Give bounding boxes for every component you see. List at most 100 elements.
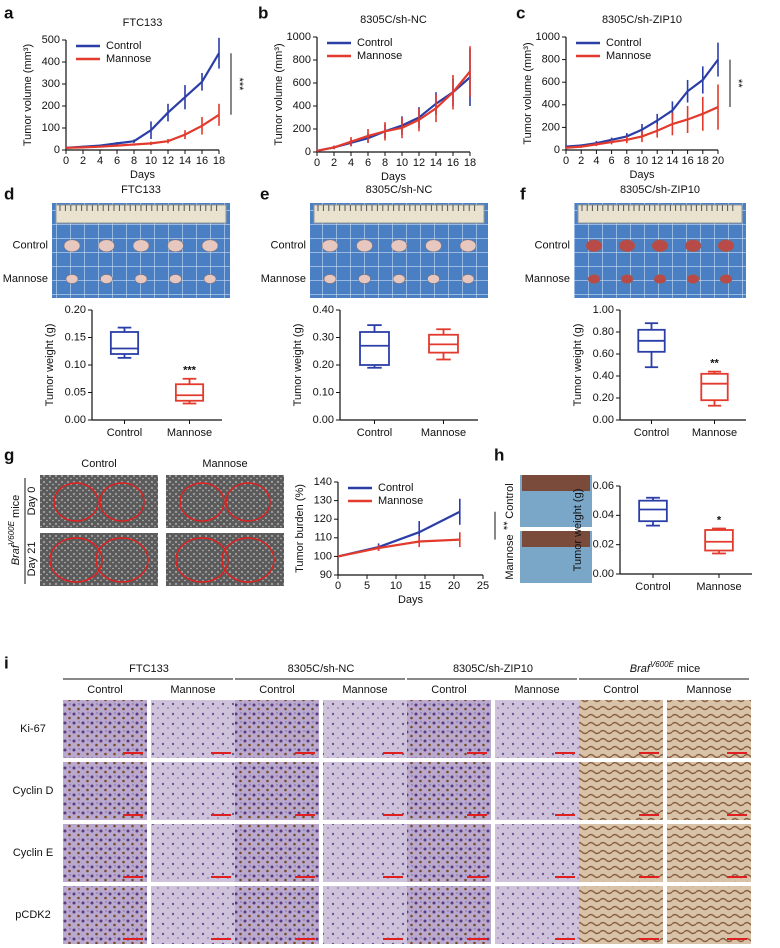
column-label: Control <box>259 684 294 696</box>
x-tick-label: 16 <box>447 157 459 169</box>
ihc-image <box>667 824 751 882</box>
y-tick-label: 0.40 <box>313 304 334 316</box>
series-line <box>337 510 461 558</box>
legend-label: Control <box>606 37 641 49</box>
ultrasound-image <box>40 475 158 528</box>
tumor-outline <box>221 537 275 583</box>
x-tick-label: 15 <box>419 580 431 592</box>
group-title: FTC133 <box>129 663 169 675</box>
x-tick-label: 6 <box>609 155 615 167</box>
row-label: Cyclin D <box>13 785 54 797</box>
suffix: mice <box>10 495 22 521</box>
significance-label: *** <box>183 365 197 377</box>
ihc-image <box>63 824 147 882</box>
y-tick-label: 500 <box>42 34 60 46</box>
ihc-image <box>323 824 407 882</box>
y-tick-label: 0 <box>54 144 60 156</box>
y-axis-label: Tumor weight (g) <box>572 324 584 407</box>
legend-label: Mannose <box>378 495 423 507</box>
y-axis-label: Tumor burden (%) <box>294 484 306 573</box>
ihc-image <box>323 886 407 944</box>
panel-letter: b <box>258 3 268 22</box>
y-tick-label: 130 <box>314 495 332 507</box>
y-axis-label: Tumor weight (g) <box>44 324 56 407</box>
y-tick-label: 600 <box>542 76 560 88</box>
ihc-image <box>407 700 491 758</box>
x-tick-label: 6 <box>365 157 371 169</box>
x-tick-label: 8 <box>624 155 630 167</box>
tumor <box>100 274 113 284</box>
x-tick-label: 4 <box>348 157 354 169</box>
tumor-outline <box>175 537 229 583</box>
y-tick-label: 0 <box>554 144 560 156</box>
ultrasound-image <box>166 475 284 528</box>
y-tick-label: 1.00 <box>593 304 614 316</box>
x-tick-label: 18 <box>464 157 476 169</box>
ihc-image <box>495 700 579 758</box>
y-tick-label: 0.00 <box>313 414 334 426</box>
y-tick-label: 0.30 <box>313 331 334 343</box>
ihc-image <box>151 762 235 820</box>
tumor <box>356 239 373 252</box>
y-tick-label: 0.05 <box>65 386 86 398</box>
y-tick-label: 0.02 <box>593 539 614 551</box>
x-tick-label: 12 <box>413 157 425 169</box>
y-tick-label: 0.60 <box>593 348 614 360</box>
column-label: Mannose <box>686 684 731 696</box>
x-tick-label: Control <box>634 427 669 439</box>
x-tick-label: 14 <box>666 155 678 167</box>
ihc-image <box>667 700 751 758</box>
y-axis-label: Tumor volume (mm³) <box>22 44 34 146</box>
series-line <box>316 76 471 152</box>
x-tick-label: Mannose <box>692 427 737 439</box>
x-tick-label: 2 <box>331 157 337 169</box>
group-title: BrafV600E mice <box>630 660 701 675</box>
group-title: 8305C/sh-ZIP10 <box>453 663 533 675</box>
x-tick-label: 18 <box>213 155 225 167</box>
legend-label: Control <box>106 40 141 52</box>
ihc-image <box>151 886 235 944</box>
mouse-label: BrafV600E mice <box>7 495 22 566</box>
row-label: Cyclin E <box>13 847 53 859</box>
x-tick-label: 20 <box>712 155 724 167</box>
tumor <box>684 239 702 252</box>
ihc-image <box>235 824 319 882</box>
y-tick-label: 1000 <box>536 31 560 43</box>
series-line <box>565 106 719 149</box>
tumor <box>717 239 735 252</box>
y-tick-label: 0.10 <box>65 359 86 371</box>
tumor <box>651 239 669 252</box>
y-axis-label: Tumor weight (g) <box>572 489 584 572</box>
row-label: Mannose <box>261 273 306 285</box>
x-tick-label: 10 <box>396 157 408 169</box>
row-label: Day 21 <box>26 542 38 577</box>
y-tick-label: 0.15 <box>65 331 86 343</box>
tumor <box>323 274 337 284</box>
x-tick-label: 18 <box>697 155 709 167</box>
row-label: Day 0 <box>26 487 38 516</box>
x-tick-label: Mannose <box>421 427 466 439</box>
ihc-image <box>63 762 147 820</box>
y-tick-label: 400 <box>542 99 560 111</box>
series-line <box>316 70 471 152</box>
series-line <box>65 52 220 149</box>
y-axis-label: Tumor volume (mm³) <box>522 42 534 144</box>
x-tick-label: 10 <box>390 580 402 592</box>
tumor <box>392 274 406 284</box>
chart-title: FTC133 <box>123 17 163 29</box>
panel-letter: g <box>4 445 14 464</box>
x-tick-label: Control <box>357 427 392 439</box>
x-axis-label: Days <box>629 169 655 181</box>
tissue <box>522 475 590 491</box>
tumor <box>321 239 339 252</box>
x-tick-label: 14 <box>179 155 191 167</box>
y-tick-label: 0.20 <box>313 359 334 371</box>
box <box>109 331 140 355</box>
x-tick-label: 0 <box>335 580 341 592</box>
tumor-outline <box>95 537 149 583</box>
photo-title: FTC133 <box>121 184 161 196</box>
panel-letter: i <box>4 653 9 672</box>
panel-letter: e <box>260 184 269 203</box>
y-tick-label: 200 <box>293 123 311 135</box>
